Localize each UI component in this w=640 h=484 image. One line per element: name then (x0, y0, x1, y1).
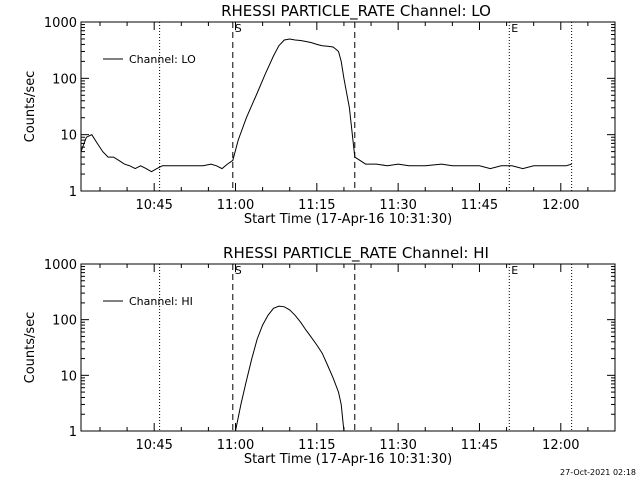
panel-2-ytick-label: 1000 (44, 258, 77, 273)
panel-1-legend-label: Channel: LO (129, 53, 196, 66)
panel-2-xtick-label: 11:15 (298, 438, 335, 453)
panel-2-xtick-label: 11:30 (379, 438, 416, 453)
panel-1-xtick-label: 12:00 (542, 198, 579, 213)
panel-2-ytick-label: 1 (69, 425, 77, 440)
panel-1-vline-label: S (235, 22, 242, 35)
panel-1-xtick-label: 10:45 (135, 198, 172, 213)
panel-2-xtick-label: 10:45 (135, 438, 172, 453)
panel-2-vline-label: E (511, 264, 518, 277)
panel-1-xtick-label: 11:00 (217, 198, 254, 213)
panel-1-title: RHESSI PARTICLE_RATE Channel: LO (221, 2, 491, 21)
panel-2-ylabel: Counts/sec (23, 312, 38, 384)
panel-2-vline-label: S (235, 264, 242, 277)
panel-1-vline-label: E (511, 22, 518, 35)
panel-1-frame (80, 21, 616, 192)
panel-1-xtick-label: 11:45 (461, 198, 498, 213)
panel-1-ytick-label: 1000 (44, 16, 77, 31)
panel-2-title: RHESSI PARTICLE_RATE Channel: HI (223, 244, 489, 263)
panel-1-ylabel: Counts/sec (23, 71, 38, 143)
panel-1-xlabel: Start Time (17-Apr-16 10:31:30) (244, 212, 452, 227)
panel-1-ytick-label: 1 (69, 185, 77, 200)
timestamp-stamp: 27-Oct-2021 02:18 (560, 468, 636, 477)
panel-1-xtick-label: 11:30 (379, 198, 416, 213)
panel-2-xlabel: Start Time (17-Apr-16 10:31:30) (244, 452, 452, 467)
panel-2-legend-label: Channel: HI (129, 295, 193, 308)
panel-2-xtick-label: 11:00 (217, 438, 254, 453)
panel-2-xtick-label: 11:45 (461, 438, 498, 453)
panel-2-ytick-label: 100 (52, 314, 77, 329)
panel-2-xtick-label: 12:00 (542, 438, 579, 453)
panel-1-series-line (80, 38, 572, 173)
panel-1-ytick-label: 100 (52, 72, 77, 87)
panel-1-xtick-label: 11:15 (298, 198, 335, 213)
panel-2-series-line (235, 305, 345, 432)
panel-2-ytick-label: 10 (60, 369, 77, 384)
panel-1-ytick-label: 10 (60, 129, 77, 144)
panel-2-frame (80, 263, 616, 432)
